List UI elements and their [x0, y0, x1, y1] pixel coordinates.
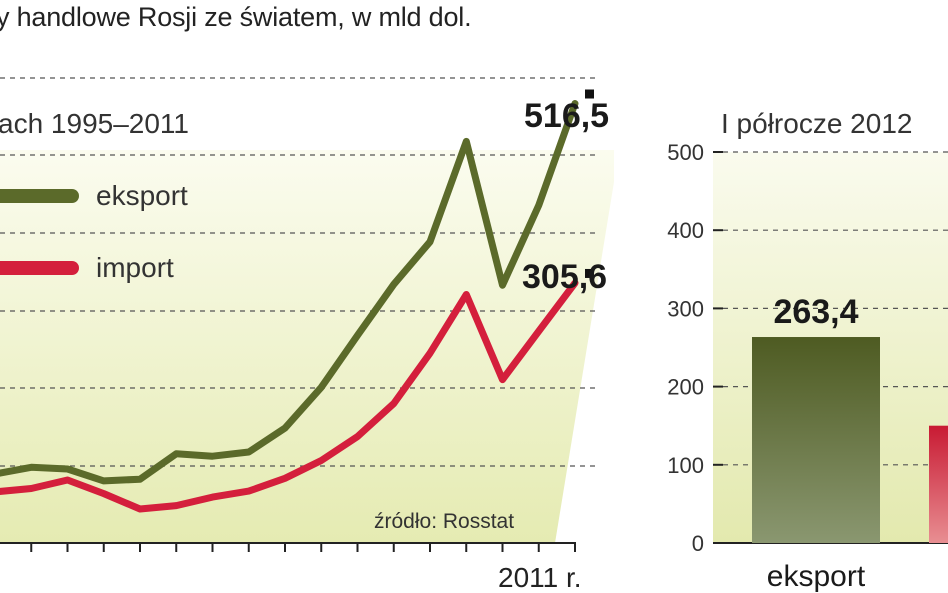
- legend-import-label: import: [96, 252, 174, 283]
- y-tick-label: 200: [667, 375, 704, 400]
- y-tick-label: 0: [692, 531, 704, 556]
- series-end-marker-import: [585, 268, 594, 278]
- bar-series-group: 263,4eksport1import: [752, 293, 948, 593]
- series-line-eksport: [0, 100, 579, 485]
- bar-eksport: [752, 337, 880, 543]
- bar-import: [929, 425, 948, 543]
- left-x-ticks: [30, 543, 576, 552]
- legend-eksport-label: eksport: [96, 180, 188, 211]
- source-label: źródło: Rosstat: [374, 510, 514, 533]
- y-tick-label: 300: [667, 296, 704, 321]
- bar-category-label: eksport: [767, 560, 866, 593]
- series-line-import: [0, 279, 579, 513]
- left-chart-title: ach 1995–2011: [0, 108, 189, 139]
- eksport-last-value-label: 516,5: [524, 97, 609, 135]
- y-tick-label: 100: [667, 453, 704, 478]
- left-panel-background: [0, 150, 614, 543]
- line-series-group: [0, 89, 594, 513]
- left-gridlines: [0, 77, 600, 467]
- import-last-value-label: 305,6: [522, 258, 607, 296]
- right-y-ticks: 0 100 200 300 400 500: [667, 140, 723, 556]
- chart-title: y handlowe Rosji ze światem, w mld dol.: [0, 2, 472, 32]
- y-tick-label: 400: [667, 218, 704, 243]
- right-chart-title: I półrocze 2012: [721, 108, 912, 139]
- x-end-label: 2011 r.: [498, 562, 582, 593]
- series-end-marker-eksport: [585, 89, 594, 99]
- bar-value-label: 263,4: [773, 293, 858, 331]
- y-tick-label: 500: [667, 140, 704, 165]
